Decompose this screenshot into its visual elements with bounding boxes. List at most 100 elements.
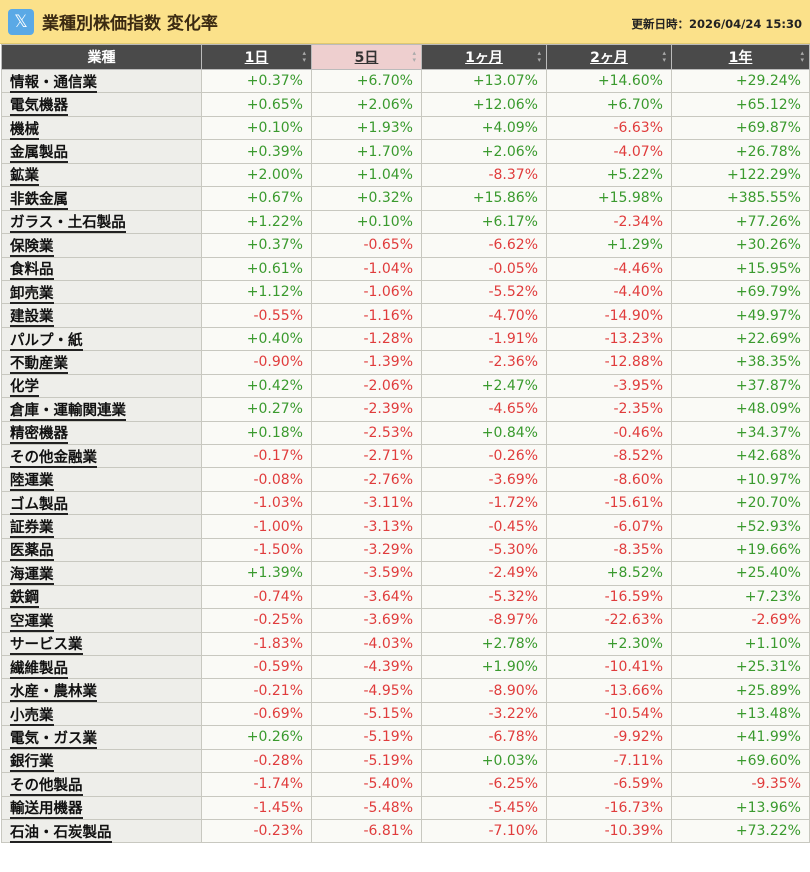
sector-link[interactable]: パルプ・紙	[10, 332, 83, 351]
change-value: +0.27%	[201, 397, 312, 422]
change-value: -4.07%	[546, 139, 672, 164]
sector-link[interactable]: その他製品	[10, 777, 83, 796]
table-row: 陸運業 -0.08% -2.76% -3.69% -8.60% +10.97%	[1, 467, 810, 492]
change-value: +41.99%	[671, 725, 810, 750]
change-value: -5.30%	[421, 537, 547, 563]
sector-name: 小売業	[1, 701, 202, 727]
sector-link[interactable]: 非鉄金属	[10, 191, 68, 210]
sector-link[interactable]: 倉庫・運輸関連業	[10, 402, 126, 421]
column-header-1[interactable]: 1日 ▴ ▾	[201, 44, 312, 70]
change-value: -4.46%	[546, 256, 672, 281]
change-value: +38.35%	[671, 350, 810, 375]
change-value: +2.78%	[421, 631, 547, 656]
sort-icon[interactable]: ▴ ▾	[412, 49, 416, 64]
change-value: -0.45%	[421, 514, 547, 539]
sector-link[interactable]: 輸送用機器	[10, 801, 83, 820]
change-value: +69.60%	[671, 748, 810, 774]
change-value: -0.05%	[421, 256, 547, 281]
change-value: +122.29%	[671, 162, 810, 188]
column-header-3[interactable]: 1ヶ月 ▴ ▾	[421, 44, 547, 70]
table-row: 化学 +0.42% -2.06% +2.47% -3.95% +37.87%	[1, 373, 810, 399]
sector-link[interactable]: 証券業	[10, 520, 54, 539]
change-value: +15.95%	[671, 256, 810, 281]
change-value: -10.41%	[546, 654, 672, 680]
sector-link[interactable]: 精密機器	[10, 426, 68, 445]
change-value: +0.03%	[421, 748, 547, 774]
column-header-4[interactable]: 2ヶ月 ▴ ▾	[546, 44, 672, 70]
sector-name: 医薬品	[1, 537, 202, 563]
sector-link[interactable]: 建設業	[10, 309, 54, 328]
sector-link[interactable]: 金属製品	[10, 145, 68, 164]
table-row: 小売業 -0.69% -5.15% -3.22% -10.54% +13.48%	[1, 701, 810, 727]
sector-name: 鉱業	[1, 162, 202, 188]
sector-link[interactable]: 保険業	[10, 238, 54, 257]
table-row: 不動産業 -0.90% -1.39% -2.36% -12.88% +38.35%	[1, 350, 810, 375]
change-value: +6.17%	[421, 209, 547, 235]
sector-link[interactable]: サービス業	[10, 637, 83, 656]
change-value: -3.29%	[311, 537, 422, 563]
change-value: +1.39%	[201, 561, 312, 586]
sector-link[interactable]: 小売業	[10, 707, 54, 726]
sector-link[interactable]: 不動産業	[10, 355, 68, 374]
sector-link[interactable]: 水産・農林業	[10, 684, 97, 703]
sector-name: 金属製品	[1, 139, 202, 164]
column-label: 1日	[244, 50, 269, 66]
sector-name: その他金融業	[1, 443, 202, 469]
sector-link[interactable]: 医薬品	[10, 543, 54, 562]
sector-link[interactable]: ガラス・土石製品	[10, 215, 126, 234]
sector-name: 食料品	[1, 256, 202, 281]
table-row: 海運業 +1.39% -3.59% -2.49% +8.52% +25.40%	[1, 561, 810, 586]
sector-link[interactable]: 電気・ガス業	[10, 730, 97, 749]
sort-icon[interactable]: ▴ ▾	[302, 49, 306, 64]
sector-link[interactable]: 海運業	[10, 566, 54, 585]
sector-link[interactable]: 銀行業	[10, 754, 54, 773]
change-value: -3.64%	[311, 584, 422, 610]
column-label: 5日	[354, 50, 379, 66]
sector-link[interactable]: 機械	[10, 121, 39, 140]
change-value: +37.87%	[671, 373, 810, 399]
sort-icon[interactable]: ▴ ▾	[800, 49, 804, 64]
sector-link[interactable]: ゴム製品	[10, 496, 68, 515]
change-value: +34.37%	[671, 420, 810, 446]
change-value: -6.25%	[421, 772, 547, 797]
column-header-2[interactable]: 5日 ▴ ▾	[311, 44, 422, 70]
change-value: -2.76%	[311, 467, 422, 492]
sector-link[interactable]: 繊維製品	[10, 660, 68, 679]
sector-link[interactable]: 鉄鋼	[10, 590, 39, 609]
table-row: 食料品 +0.61% -1.04% -0.05% -4.46% +15.95%	[1, 256, 810, 281]
table-row: 情報・通信業 +0.37% +6.70% +13.07% +14.60% +29.24%	[1, 68, 810, 94]
change-value: -2.49%	[421, 561, 547, 586]
sector-name: 倉庫・運輸関連業	[1, 397, 202, 422]
sector-link[interactable]: その他金融業	[10, 449, 97, 468]
sort-icon[interactable]: ▴ ▾	[537, 49, 541, 64]
sector-link[interactable]: 化学	[10, 379, 39, 398]
change-value: -0.21%	[201, 678, 312, 703]
column-header-5[interactable]: 1年 ▴ ▾	[671, 44, 810, 70]
sort-icon[interactable]: ▴ ▾	[662, 49, 666, 64]
x-icon[interactable]: 𝕏	[8, 8, 34, 35]
sector-link[interactable]: 卸売業	[10, 285, 54, 304]
change-value: -10.39%	[546, 818, 672, 844]
sector-link[interactable]: 食料品	[10, 262, 54, 281]
sector-link[interactable]: 鉱業	[10, 168, 39, 187]
sector-link[interactable]: 石油・石炭製品	[10, 824, 112, 843]
change-value: -8.90%	[421, 678, 547, 703]
table-row: 水産・農林業 -0.21% -4.95% -8.90% -13.66% +25.89%	[1, 678, 810, 703]
column-label: 1ヶ月	[465, 50, 503, 66]
change-value: -4.40%	[546, 279, 672, 305]
sector-link[interactable]: 空運業	[10, 613, 54, 632]
sector-link[interactable]: 電気機器	[10, 98, 68, 117]
table-row: 輸送用機器 -1.45% -5.48% -5.45% -16.73% +13.96%	[1, 795, 810, 821]
change-value: -13.66%	[546, 678, 672, 703]
sector-link[interactable]: 陸運業	[10, 473, 54, 492]
change-value: +77.26%	[671, 209, 810, 235]
change-value: -9.35%	[671, 772, 810, 797]
sector-link[interactable]: 情報・通信業	[10, 74, 97, 93]
change-value: +14.60%	[546, 68, 672, 94]
change-value: -5.45%	[421, 795, 547, 821]
page-title: 業種別株価指数 変化率	[42, 14, 218, 34]
change-value: +1.10%	[671, 631, 810, 656]
change-value: -0.59%	[201, 654, 312, 680]
change-value: +0.32%	[311, 186, 422, 211]
change-value: -9.92%	[546, 725, 672, 750]
